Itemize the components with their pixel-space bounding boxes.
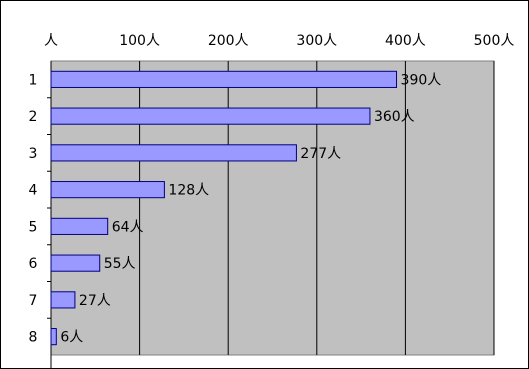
data-labels: 390人 360人 277人 128人 64人 55人 27人 6人 [60,72,441,345]
x-tick-label: 100人 [119,33,160,49]
data-label: 390人 [401,72,442,88]
data-label: 6人 [60,330,83,346]
category-label: 6 [29,256,38,272]
bar [50,181,165,199]
bar [50,107,371,125]
plot-area [50,60,495,356]
data-label: 27人 [79,293,111,309]
category-labels: 1 2 3 4 5 6 7 8 [29,72,38,345]
data-label: 128人 [168,183,209,199]
x-tick-label: 200人 [208,33,249,49]
bar [50,254,101,272]
category-label: 7 [29,293,38,309]
x-tick-label: 500人 [474,33,515,49]
y-axis-ticks [47,97,51,319]
bar [50,217,109,235]
data-label: 64人 [112,219,144,235]
x-axis-tick-labels: 人 100人 200人 300人 400人 500人 [44,33,514,49]
bar [50,144,297,162]
bar [50,328,57,346]
category-label: 5 [29,219,38,235]
category-label: 3 [29,146,38,162]
x-tick-label: 300人 [296,33,337,49]
x-tick-label: 人 [44,33,58,49]
data-label: 360人 [374,109,415,125]
category-label: 8 [29,330,38,346]
bar [50,70,398,88]
x-tick-label: 400人 [385,33,426,49]
bars [50,70,398,346]
category-label: 2 [29,109,38,125]
category-label: 1 [29,72,38,88]
bar [50,291,76,309]
data-label: 55人 [104,256,136,272]
data-label: 277人 [300,146,341,162]
category-label: 4 [29,183,38,199]
